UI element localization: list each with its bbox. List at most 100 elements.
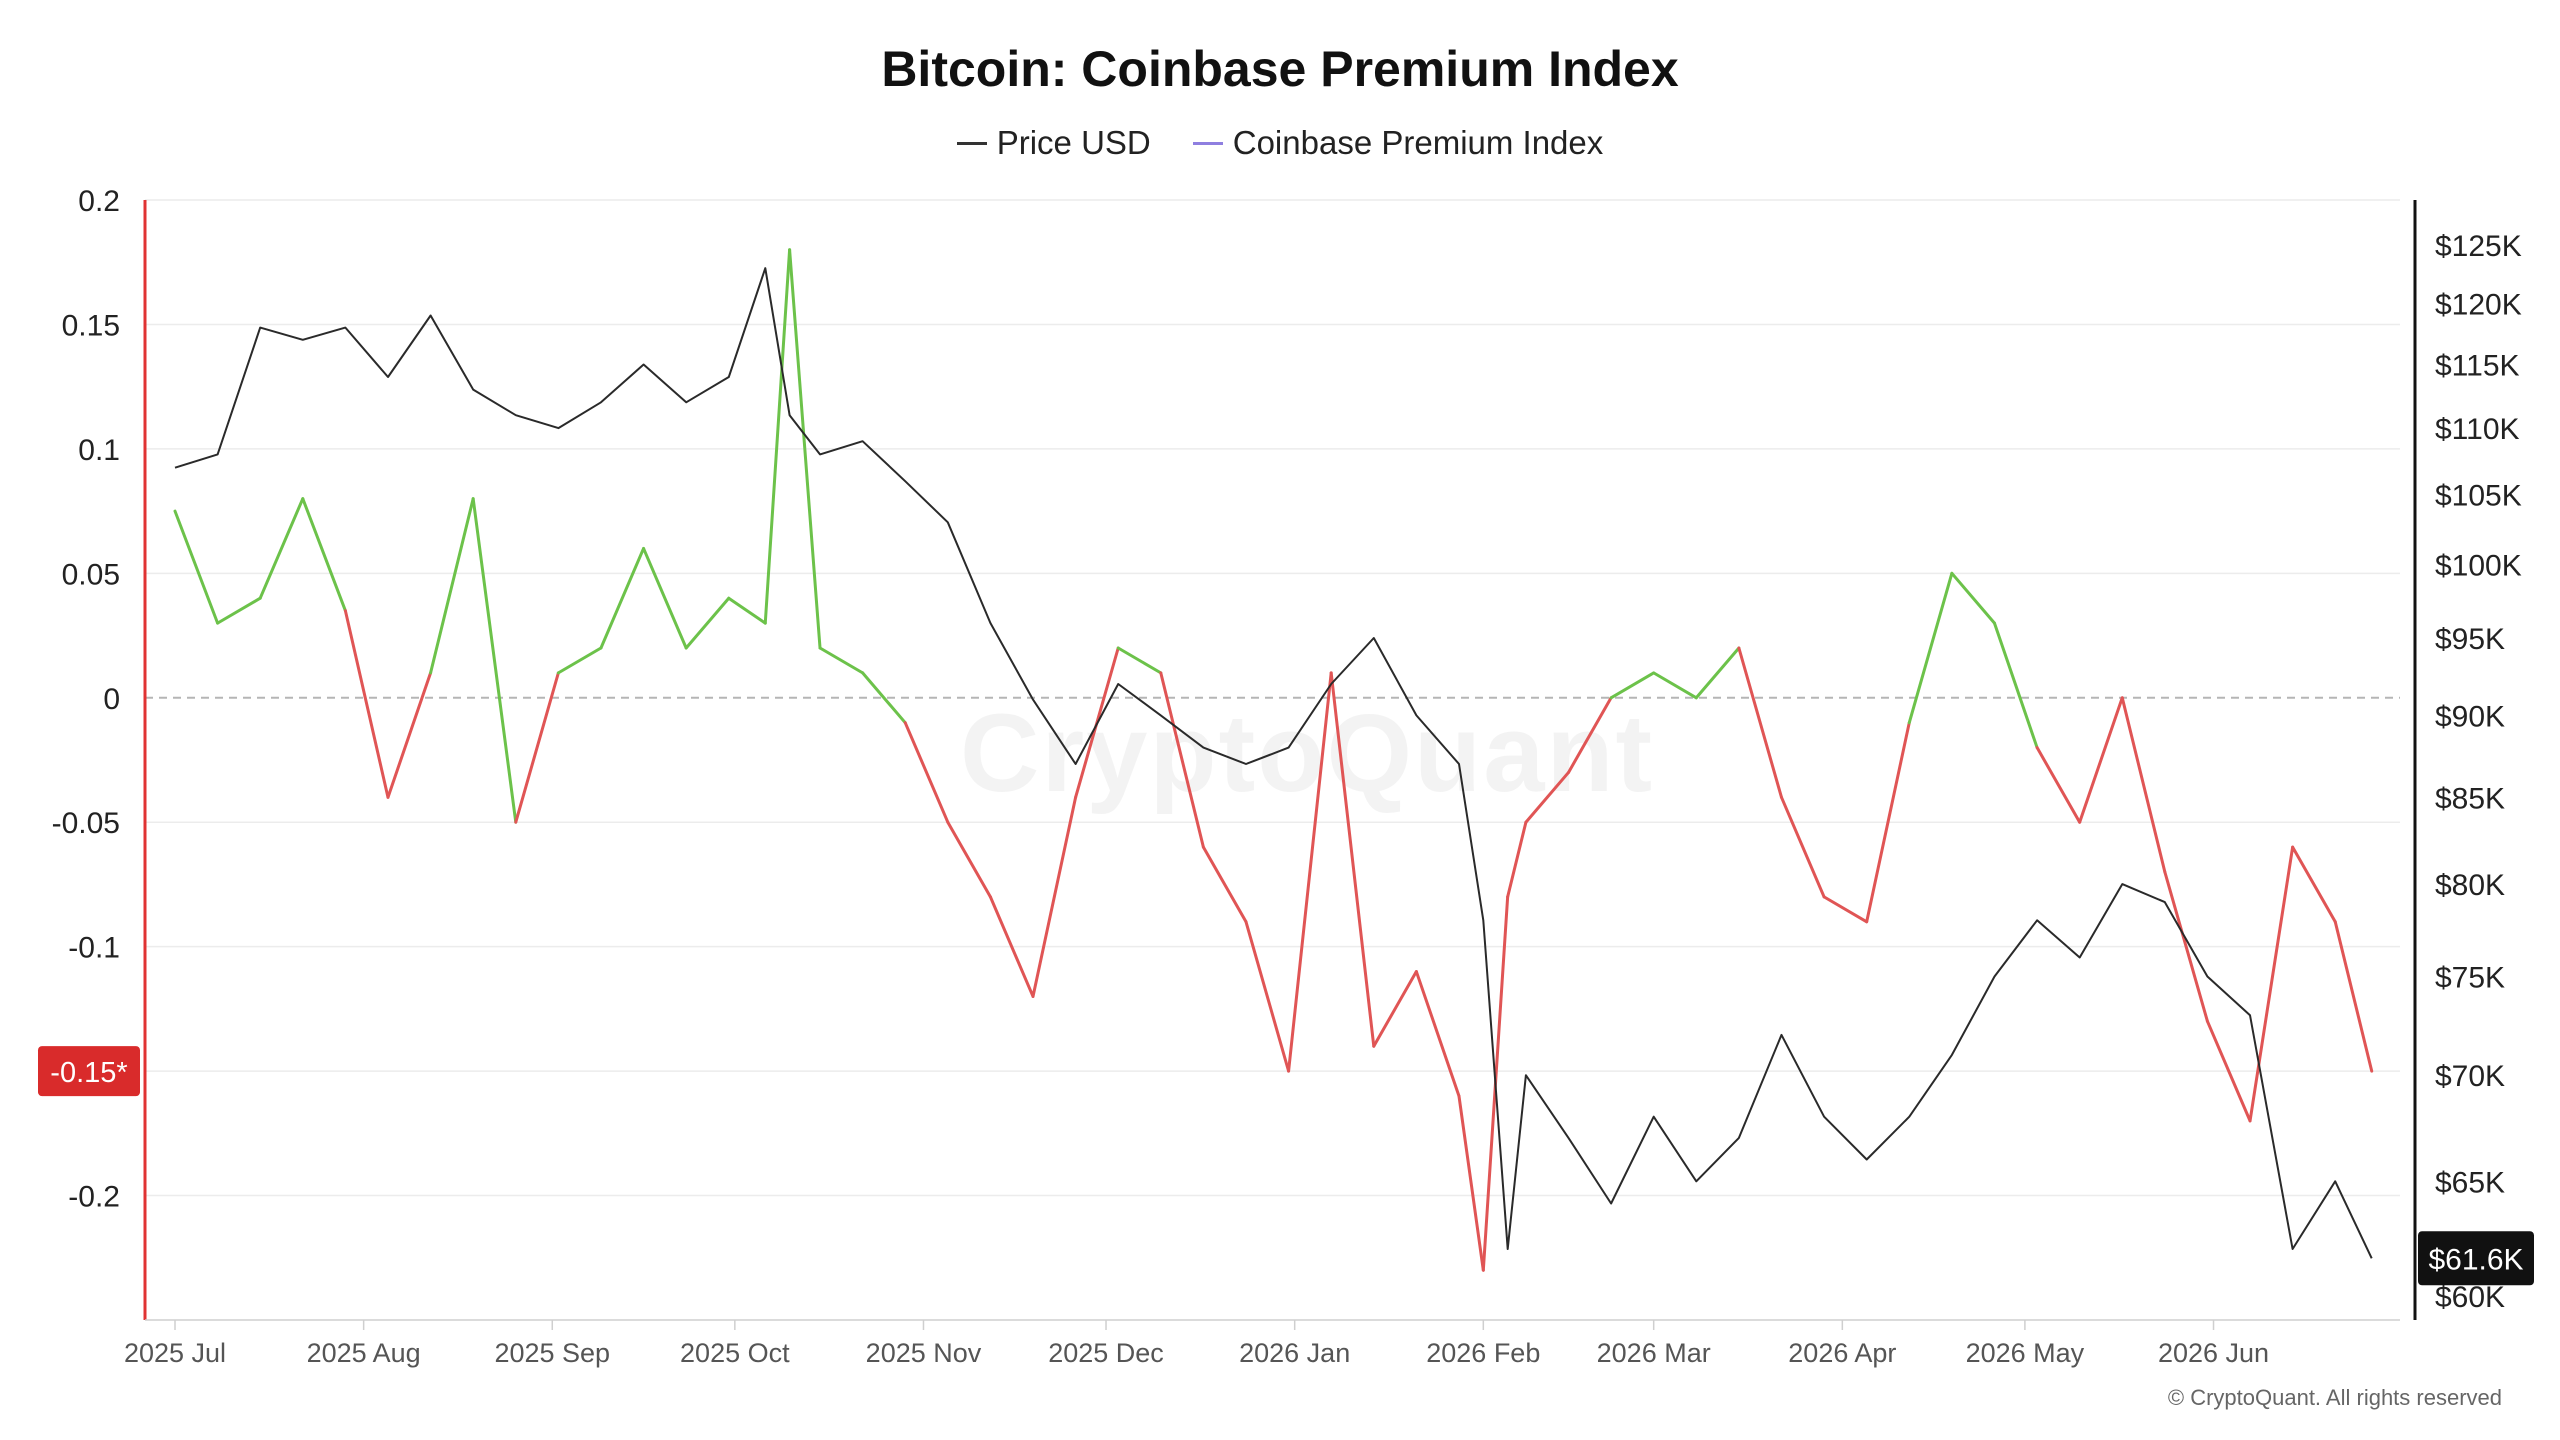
- premium-line-segment: [642, 546, 688, 650]
- legend-item-premium[interactable]: Coinbase Premium Index: [1192, 124, 1604, 162]
- y-left-tick-label: -0.2: [68, 1181, 120, 1214]
- premium-line-segment: [258, 497, 305, 600]
- y-left-tick-label: 0.2: [78, 185, 120, 218]
- premium-line-segment: [216, 596, 262, 625]
- premium-line-segment: [1159, 671, 1205, 849]
- x-tick-label: 2025 Aug: [307, 1338, 421, 1368]
- premium-line-segment: [2035, 746, 2082, 824]
- premium-line-segment: [2248, 845, 2295, 1123]
- premium-line-segment: [1116, 646, 1163, 675]
- y-left-tick-label: 0.15: [62, 309, 120, 342]
- premium-line-segment: [1457, 1094, 1485, 1272]
- y-right-tick-label: $105K: [2435, 480, 2522, 513]
- copyright-credit: © CryptoQuant. All rights reserved: [2167, 1385, 2502, 1410]
- legend-item-price[interactable]: Price USD: [956, 124, 1151, 162]
- x-tick-label: 2025 Dec: [1048, 1338, 1164, 1368]
- tick-labels: 0.2 0.15 0.1 0.05 0 -0.05 -0.1 -0.2 $125K $120K $1…: [52, 185, 2522, 1368]
- premium-line-segment: [386, 671, 433, 799]
- y-right-tick-label: $95K: [2435, 623, 2505, 656]
- y-left-tick-label: -0.05: [52, 807, 120, 840]
- premium-line-segment: [1287, 671, 1333, 1073]
- premium-line-segment: [1372, 970, 1418, 1048]
- x-tick-label: 2026 Mar: [1597, 1338, 1711, 1368]
- y-right-tick-label: $100K: [2435, 550, 2522, 583]
- premium-line-segment: [946, 820, 992, 899]
- legend-swatch-premium: [1192, 141, 1223, 145]
- y-right-tick-label: $80K: [2435, 869, 2505, 902]
- premium-line-segment: [861, 671, 907, 725]
- y-left-tick-label: 0.05: [62, 558, 120, 591]
- premium-line-segment: [1031, 795, 1078, 998]
- y-right-tick-label: $75K: [2435, 961, 2505, 994]
- chart-legend: Price USD Coinbase Premium Index: [0, 124, 2560, 162]
- premium-line-segment: [818, 646, 865, 675]
- legend-label-premium: Coinbase Premium Index: [1232, 124, 1604, 161]
- x-tick-label: 2026 Feb: [1426, 1338, 1540, 1368]
- premium-line-segment: [2120, 696, 2167, 874]
- x-tick-label: 2026 Jan: [1239, 1338, 1350, 1368]
- current-premium-badge: [38, 1046, 140, 1097]
- premium-line-segment: [684, 596, 731, 650]
- y-right-tick-label: $120K: [2435, 289, 2522, 322]
- y-right-tick-label: $85K: [2435, 782, 2505, 815]
- grid-lines: [145, 199, 2400, 1197]
- value-badges: -0.15* $61.6K: [38, 1046, 2534, 1286]
- premium-line-segment: [514, 671, 560, 824]
- premium-line-segment: [2333, 920, 2374, 1073]
- premium-line-segment: [988, 895, 1035, 998]
- current-premium-badge-label: -0.15*: [50, 1057, 127, 1089]
- y-right-tick-label: $90K: [2435, 700, 2505, 733]
- premium-line-segment: [1506, 820, 1528, 899]
- premium-line-segment: [1414, 970, 1461, 1098]
- premium-line-segment: [1865, 721, 1911, 924]
- premium-line-segment: [903, 721, 950, 824]
- series-layer: [173, 248, 2374, 1272]
- chart-title: Bitcoin: Coinbase Premium Index: [881, 41, 1679, 97]
- y-right-tick-label: $70K: [2435, 1060, 2505, 1093]
- y-right-tick-label: $115K: [2435, 349, 2520, 382]
- x-tick-label: 2026 May: [1966, 1338, 2085, 1368]
- premium-line-segment: [788, 248, 822, 650]
- premium-line-segment: [1822, 895, 1869, 924]
- y-right-tick-label: $60K: [2435, 1281, 2505, 1314]
- premium-line-segment: [2163, 870, 2209, 1023]
- price-line: [174, 267, 2373, 1259]
- current-price-badge: [2418, 1231, 2534, 1286]
- legend-swatch-price: [956, 141, 987, 145]
- premium-line-segment: [1779, 795, 1826, 899]
- legend-label-price: Price USD: [996, 124, 1151, 161]
- premium-line-segment: [1652, 671, 1698, 700]
- premium-line-segment: [1567, 696, 1613, 774]
- premium-line-segment: [1992, 621, 2039, 750]
- premium-line-segment: [727, 596, 767, 625]
- premium-line-segment: [2291, 845, 2337, 924]
- premium-line-segment: [2205, 1019, 2252, 1123]
- premium-line-segment: [1201, 845, 1248, 924]
- premium-line-segment: [173, 509, 220, 625]
- premium-line-segment: [599, 546, 646, 650]
- premium-line-segment: [1694, 646, 1741, 700]
- premium-line-segment: [429, 497, 475, 675]
- premium-line-segment: [343, 609, 390, 799]
- premium-line-segment: [2078, 696, 2124, 824]
- current-price-badge-label: $61.6K: [2428, 1243, 2523, 1276]
- premium-line-segment: [1524, 770, 1571, 824]
- x-tick-label: 2025 Nov: [866, 1338, 982, 1368]
- y-left-tick-label: 0: [103, 683, 120, 716]
- premium-line-segment: [1244, 920, 1291, 1073]
- x-tick-label: 2025 Jul: [124, 1338, 226, 1368]
- premium-line-segment: [1907, 571, 1954, 725]
- axes: [143, 200, 2417, 1330]
- y-right-tick-label: $110K: [2435, 413, 2520, 446]
- premium-line-segment: [1609, 671, 1656, 700]
- y-left-tick-label: 0.1: [78, 434, 120, 467]
- premium-line-segment: [301, 497, 347, 613]
- y-left-tick-label: -0.1: [68, 932, 120, 965]
- premium-line-segment: [1329, 671, 1376, 1048]
- x-tick-label: 2026 Jun: [2158, 1338, 2269, 1368]
- y-right-tick-label: $125K: [2435, 230, 2522, 263]
- premium-line-segment: [763, 248, 792, 625]
- premium-line-segment: [1737, 646, 1783, 799]
- x-tick-label: 2025 Sep: [494, 1338, 610, 1368]
